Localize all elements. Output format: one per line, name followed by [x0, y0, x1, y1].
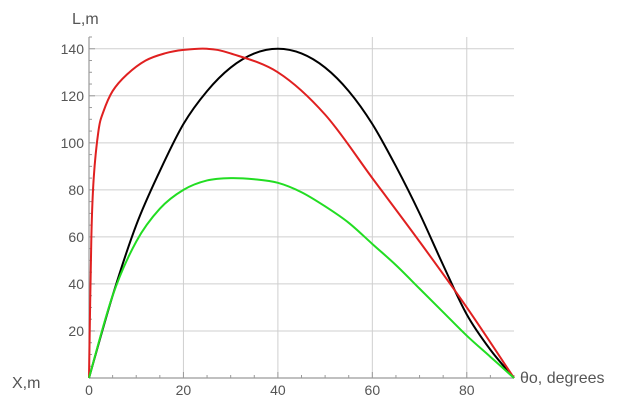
- x-tick-label: 40: [270, 382, 286, 398]
- series-line-1: [88, 47, 515, 379]
- x-tick-label: 20: [176, 382, 192, 398]
- y-tick-label: 80: [68, 182, 84, 198]
- tick-marks: [88, 36, 515, 379]
- y-tick-label: 20: [68, 323, 84, 339]
- tick-labels: 0 20 40 60 80 20 40 60 80 100 120 140: [61, 41, 475, 398]
- y-tick-label: 120: [61, 88, 85, 104]
- series-line-2: [88, 47, 515, 379]
- y-tick-label: 60: [68, 229, 84, 245]
- x-tick-label: 0: [85, 382, 93, 398]
- y-tick-label: 100: [61, 135, 85, 151]
- y-tick-label: 40: [68, 276, 84, 292]
- y-axis-label: L,m: [72, 11, 99, 28]
- grid-lines: [89, 37, 514, 378]
- x-tick-label: 60: [365, 382, 381, 398]
- x-axis-label: θo, degrees: [520, 370, 605, 387]
- x-tick-label: 80: [459, 382, 475, 398]
- axes: [88, 37, 514, 379]
- series-line-3: [88, 177, 515, 379]
- series-lines: [88, 47, 515, 379]
- y-tick-label: 140: [61, 41, 85, 57]
- x-axis-side-label: X,m: [12, 375, 40, 392]
